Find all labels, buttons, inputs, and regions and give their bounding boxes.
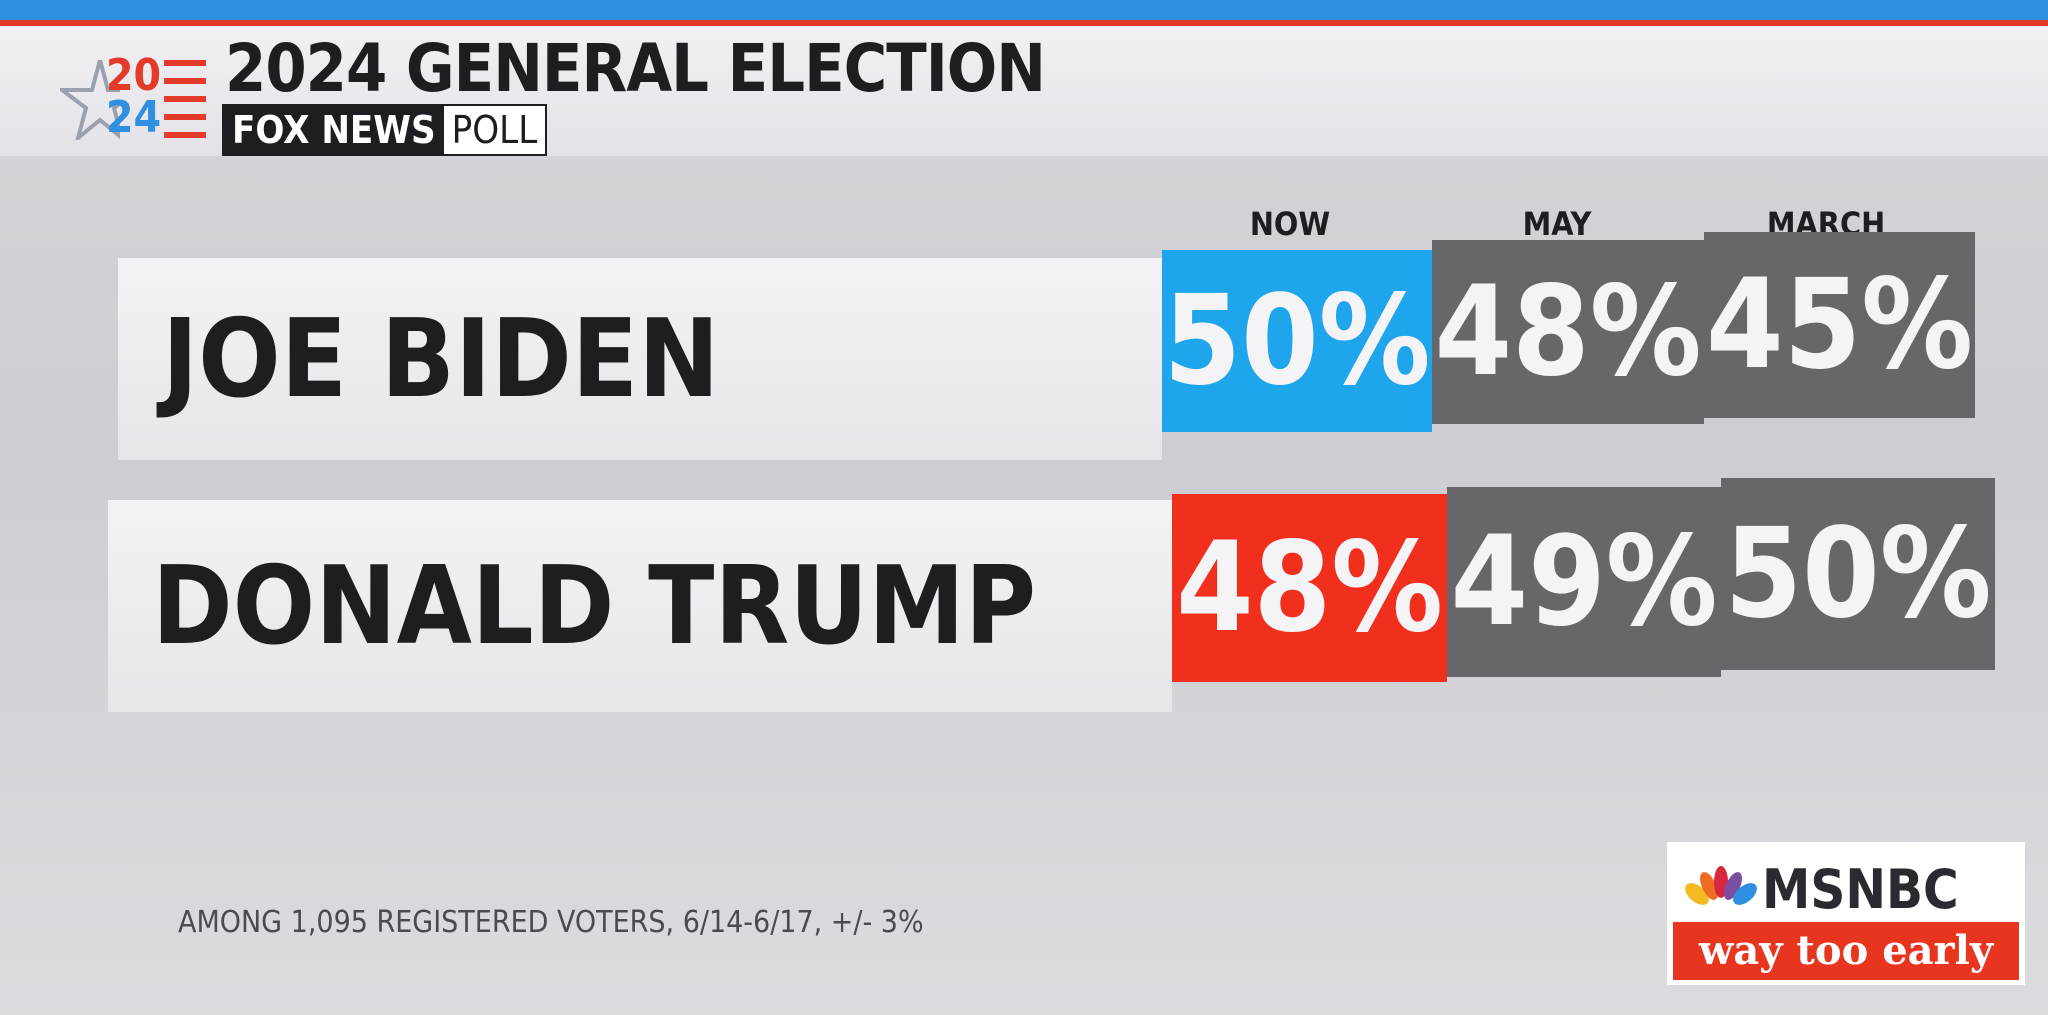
logo-top: 20: [106, 50, 162, 101]
logo-bottom: 24: [106, 92, 162, 143]
may-cell: 48%: [1432, 240, 1704, 424]
stripe: [164, 78, 206, 84]
brand-suffix: POLL: [443, 106, 546, 154]
star-icon: [60, 60, 120, 140]
red-line: [0, 20, 2048, 26]
show-name: way too early: [1673, 922, 2019, 980]
top-bar: [0, 0, 2048, 20]
footnote: AMONG 1,095 REGISTERED VOTERS, 6/14-6/17…: [178, 905, 924, 940]
stripe: [164, 114, 206, 120]
march-cell: 45%: [1704, 232, 1975, 418]
network-name: MSNBC: [1762, 858, 1959, 921]
name-panel: DONALD TRUMP: [108, 500, 1172, 712]
title: 2024 GENERAL ELECTION: [225, 30, 1046, 107]
brand-box: FOX NEWS POLL: [222, 104, 548, 156]
logo: 20 24: [60, 50, 210, 150]
stripe: [164, 60, 206, 66]
brand: FOX NEWS: [224, 106, 444, 154]
candidate-name: DONALD TRUMP: [152, 543, 1037, 669]
stripe: [164, 96, 206, 102]
march-cell: 50%: [1721, 478, 1995, 670]
now-cell: 48%: [1172, 494, 1447, 682]
column-header: MAY: [1522, 205, 1592, 243]
network-logo: MSNBC way too early: [1667, 842, 2025, 985]
name-panel: JOE BIDEN: [118, 258, 1162, 460]
stripe: [164, 132, 206, 138]
may-cell: 49%: [1447, 487, 1721, 677]
now-cell: 50%: [1162, 250, 1432, 432]
candidate-name: JOE BIDEN: [162, 296, 720, 422]
peacock-icon: [1685, 866, 1757, 905]
column-header: NOW: [1249, 205, 1331, 243]
